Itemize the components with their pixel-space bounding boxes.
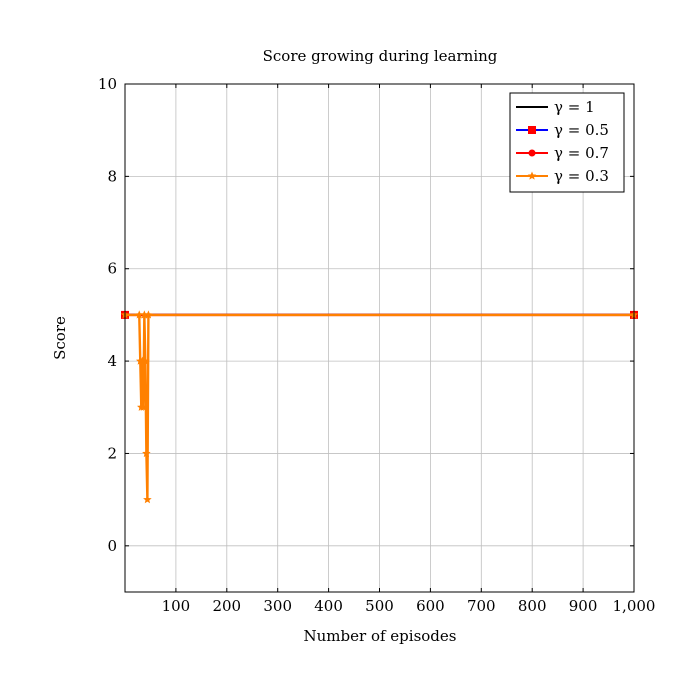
y-tick-label: 0 bbox=[107, 537, 117, 555]
legend-label: γ = 0.5 bbox=[554, 121, 609, 139]
x-tick-label: 700 bbox=[467, 597, 496, 615]
x-tick-label: 600 bbox=[416, 597, 445, 615]
x-tick-label: 1,000 bbox=[613, 597, 656, 615]
legend-entry: γ = 0.3 bbox=[516, 167, 609, 185]
y-tick-label: 10 bbox=[98, 75, 117, 93]
y-axis-title: Score bbox=[51, 316, 69, 360]
star-marker bbox=[143, 495, 152, 504]
y-axis-ticks: 0 2 4 6 8 10 bbox=[98, 75, 634, 555]
legend-label: γ = 0.3 bbox=[554, 167, 609, 185]
y-tick-label: 4 bbox=[107, 352, 117, 370]
legend-entry: γ = 0.5 bbox=[516, 121, 609, 139]
star-marker bbox=[142, 448, 151, 458]
x-tick-label: 900 bbox=[569, 597, 598, 615]
star-marker bbox=[144, 310, 153, 319]
x-axis-title: Number of episodes bbox=[304, 627, 457, 645]
star-marker bbox=[141, 356, 150, 365]
y-tick-label: 2 bbox=[107, 444, 117, 462]
star-marker bbox=[139, 402, 148, 411]
square-marker bbox=[528, 126, 536, 134]
x-axis-ticks: 100 200 300 400 500 600 700 800 900 1,000 bbox=[162, 84, 656, 615]
x-tick-label: 800 bbox=[518, 597, 547, 615]
star-marker bbox=[134, 310, 144, 319]
legend: γ = 1 γ = 0.5 γ = 0.7 γ = 0.3 bbox=[509, 92, 625, 193]
star-marker bbox=[527, 171, 537, 180]
grid bbox=[125, 83, 635, 592]
y-tick-label: 8 bbox=[107, 167, 117, 185]
y-tick-label: 6 bbox=[107, 260, 117, 278]
x-tick-label: 300 bbox=[263, 597, 292, 615]
x-tick-label: 500 bbox=[365, 597, 394, 615]
x-tick-label: 200 bbox=[212, 597, 241, 615]
x-tick-label: 100 bbox=[162, 597, 191, 615]
legend-label: γ = 1 bbox=[554, 98, 595, 116]
legend-entry: γ = 0.7 bbox=[516, 144, 609, 162]
legend-entry: γ = 1 bbox=[516, 98, 595, 116]
circle-marker bbox=[528, 149, 536, 157]
chart-title: Score growing during learning bbox=[263, 47, 498, 65]
legend-label: γ = 0.7 bbox=[554, 144, 609, 162]
x-tick-label: 400 bbox=[314, 597, 343, 615]
